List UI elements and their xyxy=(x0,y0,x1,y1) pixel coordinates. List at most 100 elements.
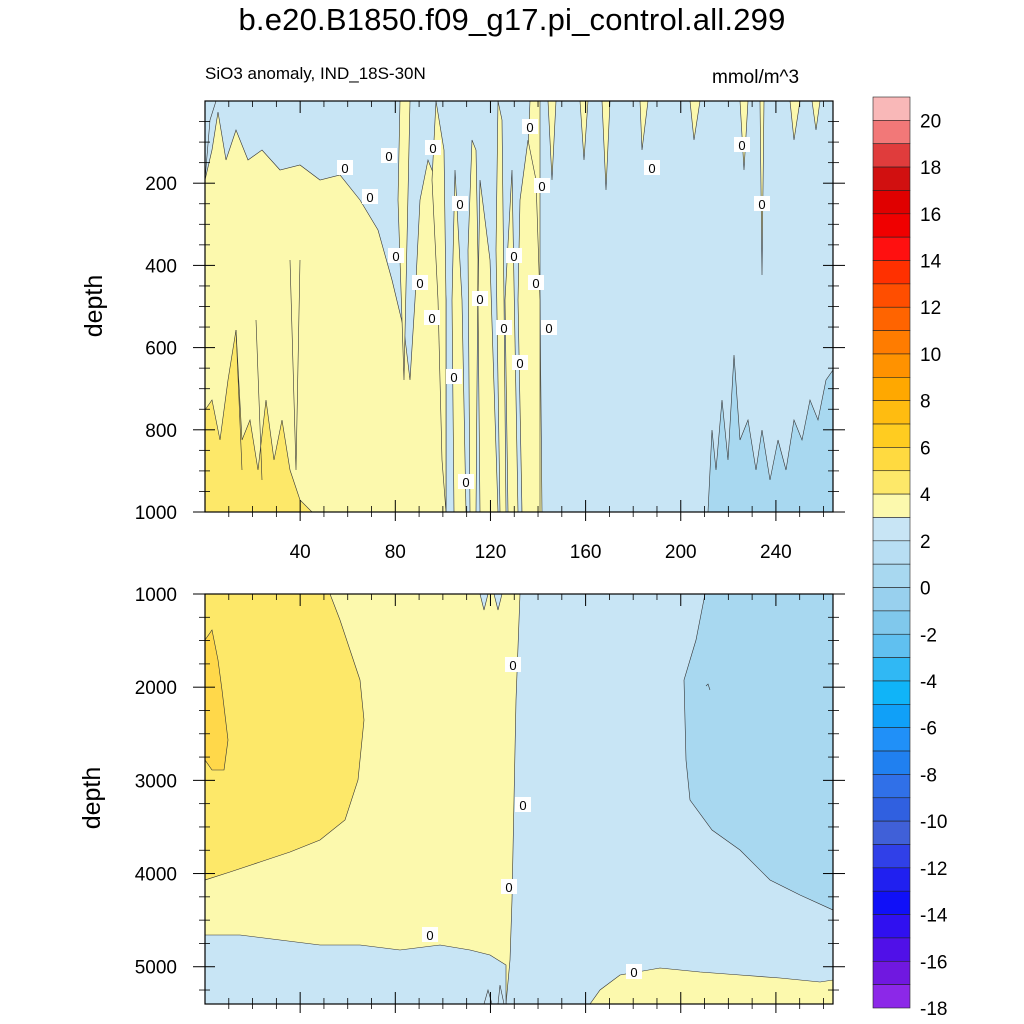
contour-label: 0 xyxy=(516,356,523,371)
colorbar-label: -4 xyxy=(920,672,937,693)
colorbar-swatches xyxy=(872,96,911,1009)
chart-subtitle: SiO3 anomaly, IND_18S-30N xyxy=(205,64,426,83)
contour-label-bg xyxy=(505,657,521,672)
x-tick-label: 120 xyxy=(475,542,507,563)
colorbar-swatch xyxy=(872,96,911,121)
y-tick-label: 800 xyxy=(145,421,177,442)
units-label: mmol/m^3 xyxy=(712,67,800,88)
contour-label-bg xyxy=(424,310,440,325)
y-tick-label: 2000 xyxy=(135,678,177,699)
contour-label-bg xyxy=(734,137,750,152)
y-tick-label: 5000 xyxy=(135,958,177,979)
colorbar-swatch xyxy=(872,166,911,191)
colorbar-swatch xyxy=(872,680,911,705)
contour-label: 0 xyxy=(500,321,507,336)
x-tick-label: 40 xyxy=(290,542,311,563)
upper-positive-filament xyxy=(467,139,479,512)
x-tick-label: 200 xyxy=(665,542,697,563)
x-tick-label: 80 xyxy=(385,542,406,563)
lower-positive-high-region xyxy=(205,594,365,881)
colorbar-swatch xyxy=(872,563,911,588)
contour-label-bg xyxy=(446,369,462,384)
colorbar-swatch xyxy=(872,610,911,635)
contour-label: 0 xyxy=(366,190,373,205)
colorbar-swatch xyxy=(872,657,911,682)
colorbar-swatch xyxy=(872,470,911,495)
contour-label: 0 xyxy=(758,197,765,212)
colorbar-swatch xyxy=(872,353,911,378)
upper-y-axis-title: depth xyxy=(80,275,108,338)
colorbar-swatch xyxy=(872,236,911,261)
colorbar-swatch xyxy=(872,844,911,869)
x-tick-label: 160 xyxy=(570,542,602,563)
contour-label: 0 xyxy=(385,149,392,164)
contour-label: 0 xyxy=(416,276,423,291)
lower-y-axis-title: depth xyxy=(78,767,106,830)
contour-label: 0 xyxy=(538,179,545,194)
upper-contour-labels: 0000000000000000000000 xyxy=(337,119,770,490)
lower-contour-line xyxy=(705,683,711,691)
contour-label-bg xyxy=(501,879,517,894)
contour-label: 0 xyxy=(450,370,457,385)
contour-label-bg xyxy=(644,160,660,175)
colorbar-swatch xyxy=(872,260,911,285)
colorbar-label: 16 xyxy=(920,205,941,226)
upper-positive-filament xyxy=(397,101,411,381)
colorbar-swatch xyxy=(872,587,911,612)
colorbar-label: -14 xyxy=(920,906,948,927)
contour-label-bg xyxy=(506,248,522,263)
x-tick-label: 240 xyxy=(760,542,792,563)
colorbar-swatch xyxy=(872,774,911,799)
contour-label-bg xyxy=(512,355,528,370)
colorbar-label: 12 xyxy=(920,298,941,319)
colorbar-label: 20 xyxy=(920,111,941,132)
contour-label: 0 xyxy=(519,798,526,813)
upper-positive-filament xyxy=(431,101,447,512)
colorbar-swatch xyxy=(872,984,911,1009)
colorbar-swatch xyxy=(872,960,911,985)
colorbar-swatch xyxy=(872,633,911,658)
contour-label-bg xyxy=(515,797,531,812)
contour-label: 0 xyxy=(392,249,399,264)
colorbar-swatch xyxy=(872,820,911,845)
lower-axis-ticks: 1000 2000 3000 4000 5000 xyxy=(135,585,845,1013)
colorbar-label: 4 xyxy=(920,485,931,506)
colorbar-swatch xyxy=(872,330,911,355)
colorbar-swatch xyxy=(872,890,911,915)
contour-label: 0 xyxy=(462,475,469,490)
colorbar-label: 8 xyxy=(920,392,931,413)
contour-label-bg xyxy=(458,474,474,489)
colorbar-swatch xyxy=(872,447,911,472)
contour-label: 0 xyxy=(505,880,512,895)
colorbar-label: 6 xyxy=(920,438,931,459)
colorbar-swatch xyxy=(872,120,911,145)
upper-positive-filament xyxy=(547,101,821,276)
contour-label: 0 xyxy=(429,141,436,156)
upper-axis-ticks: 40 80 120 160 200 240 200 400 600 800 1000 xyxy=(135,101,845,563)
y-tick-label: 200 xyxy=(145,174,177,195)
contour-label-bg xyxy=(528,275,544,290)
upper-positive-high-region xyxy=(205,329,313,512)
contour-label-bg xyxy=(422,927,438,942)
contour-label-bg xyxy=(425,140,441,155)
colorbar-swatch xyxy=(872,540,911,565)
contour-label-bg xyxy=(496,320,512,335)
y-tick-label: 600 xyxy=(145,339,177,360)
contour-label-bg xyxy=(337,160,353,175)
contour-label-bg xyxy=(381,148,397,163)
y-tick-label: 1000 xyxy=(135,585,177,606)
colorbar-swatch xyxy=(872,143,911,168)
contour-label: 0 xyxy=(426,928,433,943)
upper-positive-filament xyxy=(495,101,507,512)
colorbar-swatch xyxy=(872,493,911,518)
contour-label: 0 xyxy=(738,138,745,153)
contour-label: 0 xyxy=(648,161,655,176)
colorbar-label: -16 xyxy=(920,952,947,973)
contour-label-bg xyxy=(388,248,404,263)
colorbar-labels: 20181614121086420-2-4-6-8-10-12-14-16-18… xyxy=(920,111,948,1020)
contour-label: 0 xyxy=(526,120,533,135)
colorbar-swatch xyxy=(872,797,911,822)
